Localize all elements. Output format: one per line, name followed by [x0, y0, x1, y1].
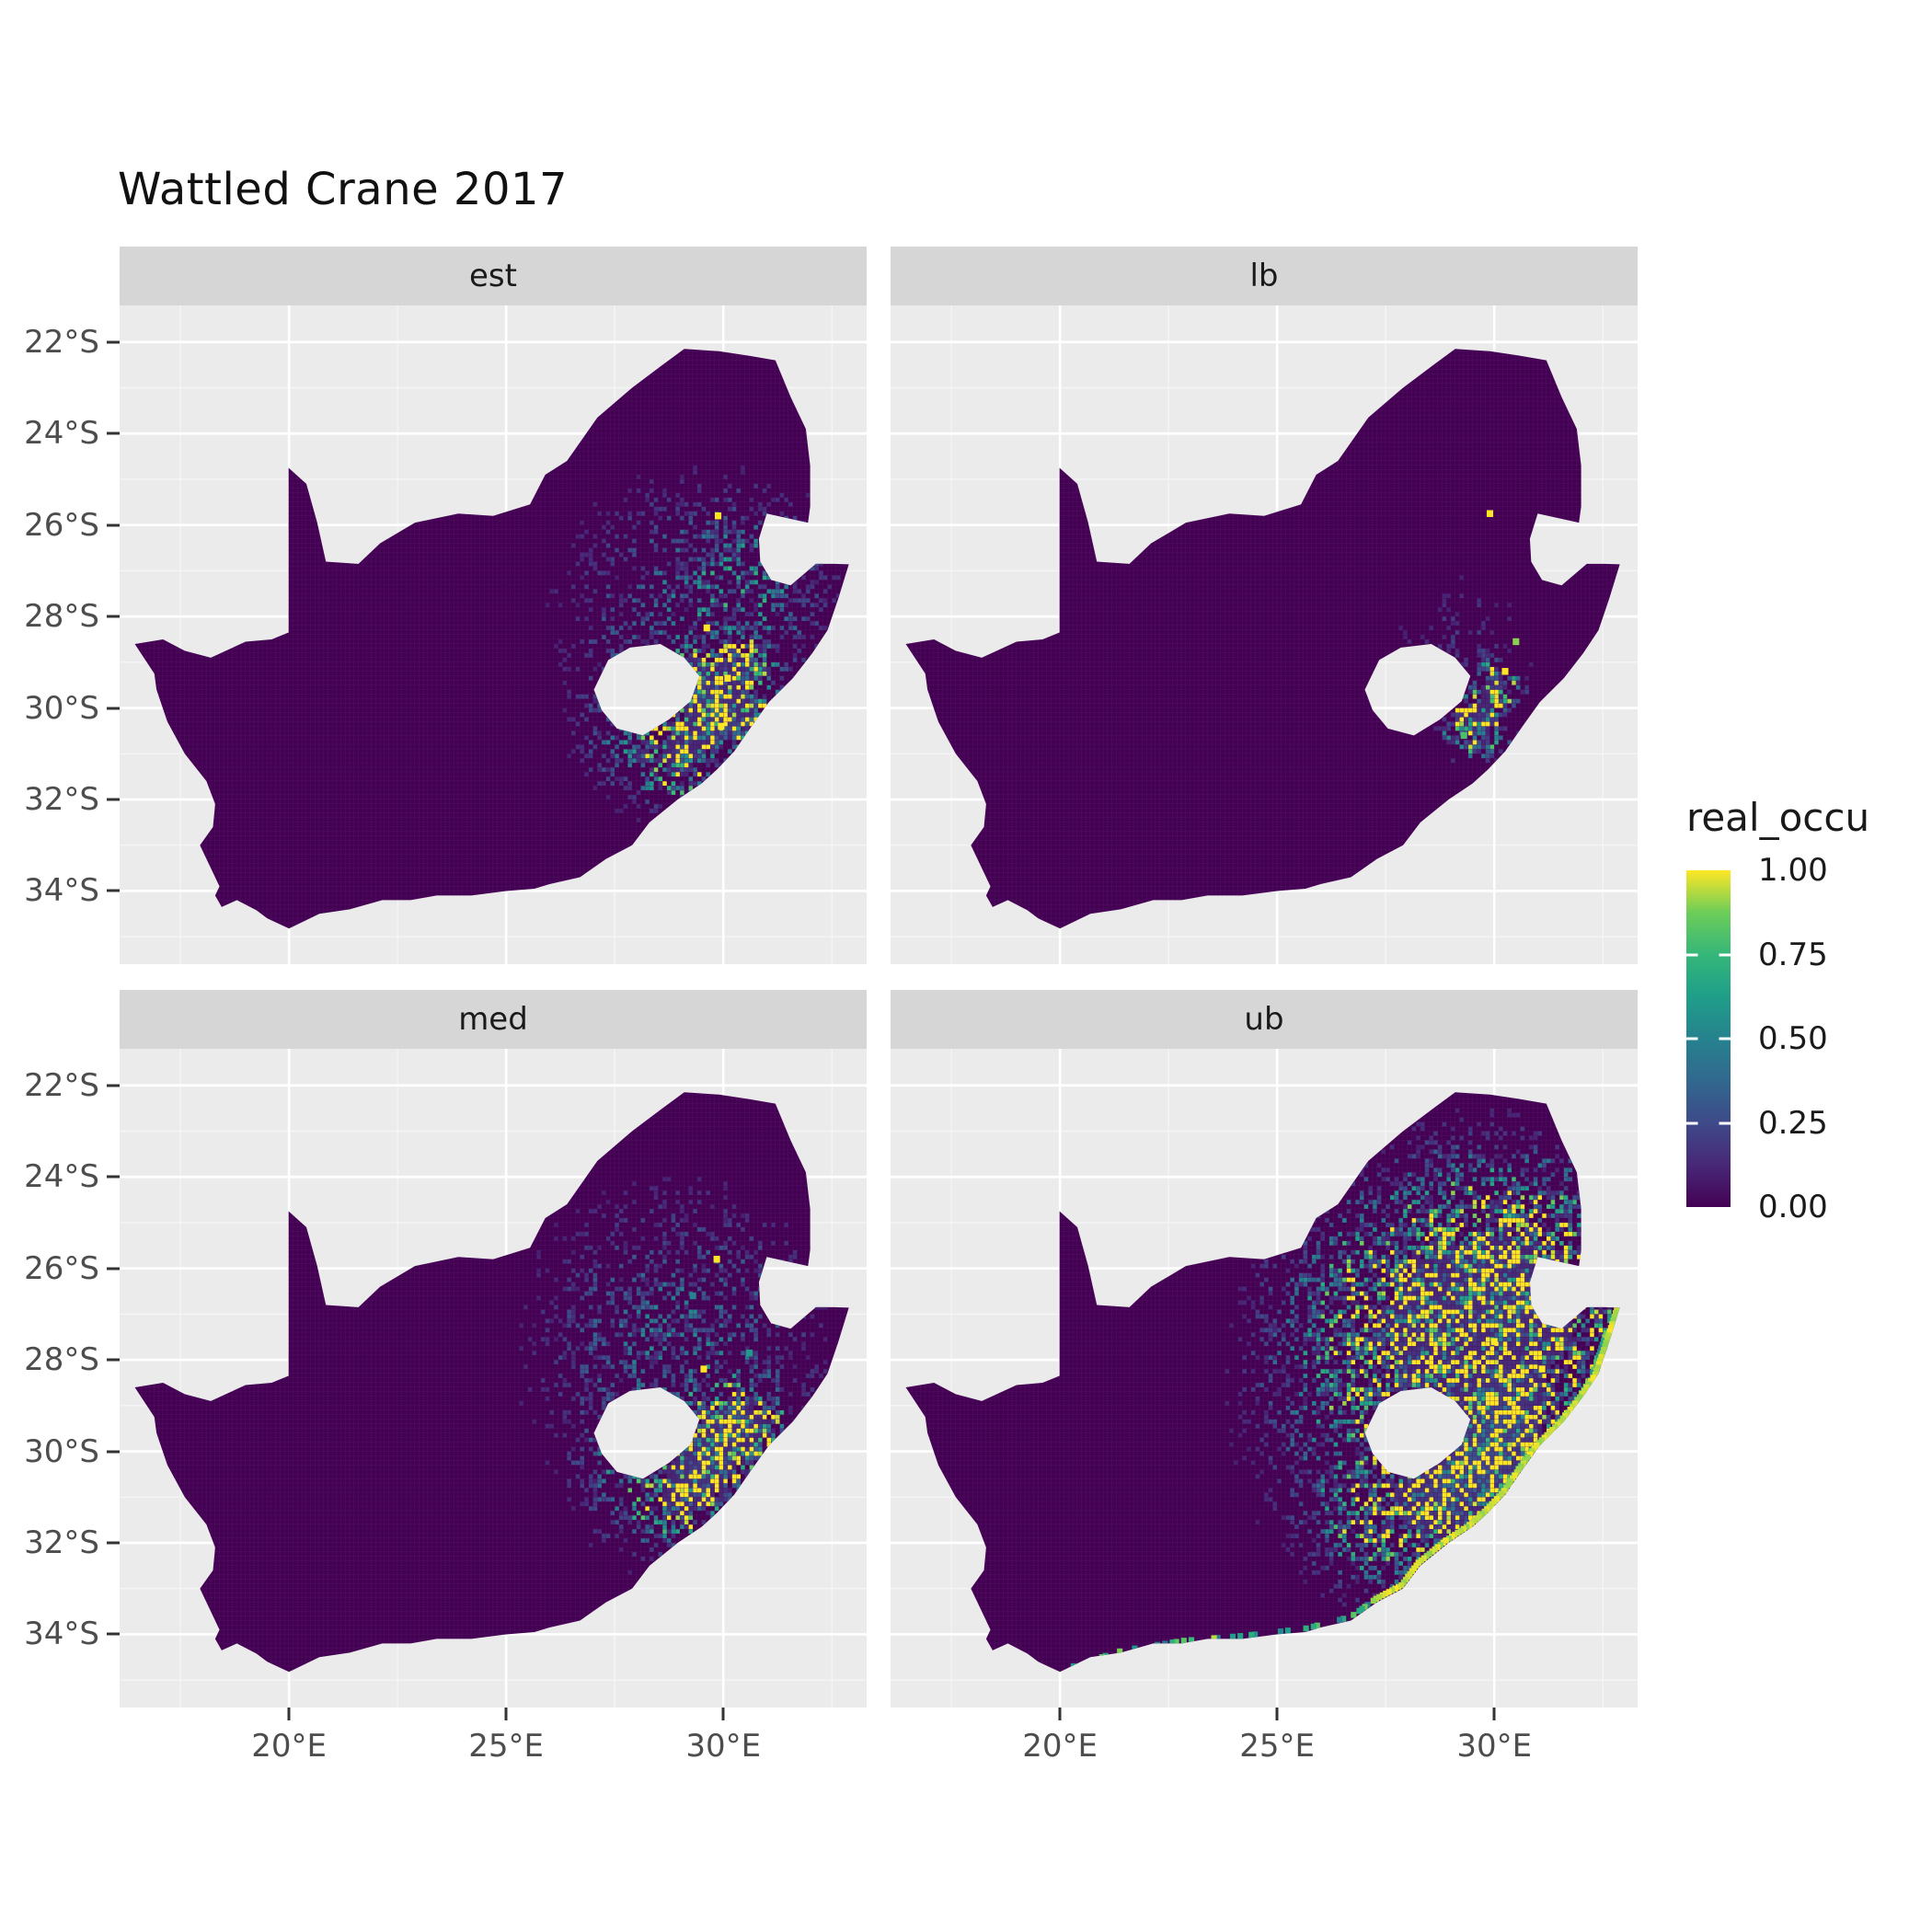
x-tick-label: 20°E [251, 1728, 327, 1765]
y-axis-row2: 22°S 24°S 26°S 28°S 30°S 32°S 34°S [0, 1049, 120, 1708]
facet-strip-label: est [469, 258, 517, 294]
legend-tick-label: 0.75 [1758, 936, 1828, 973]
y-tick-mark [107, 340, 120, 344]
x-tick-mark [721, 1708, 725, 1720]
y-tick-mark [107, 431, 120, 435]
y-tick-label: 30°S [24, 689, 99, 727]
x-tick-mark [287, 1708, 291, 1720]
legend-tick-label: 0.50 [1758, 1020, 1828, 1057]
facet-strip-label: ub [1244, 1001, 1284, 1038]
y-tick-mark [107, 798, 120, 801]
map-svg-ub [891, 1049, 1638, 1708]
facet-strip-label: lb [1249, 258, 1279, 294]
y-tick-mark [107, 1358, 120, 1362]
x-axis-col2: 20°E 25°E 30°E [891, 1708, 1638, 1766]
y-tick-label: 24°S [24, 415, 99, 453]
y-tick-label: 32°S [24, 1524, 99, 1561]
facet-strip-med: med [120, 990, 867, 1049]
map-svg-est [120, 305, 867, 964]
legend-tick-label: 1.00 [1758, 852, 1828, 889]
legend-tick-label: 0.00 [1758, 1189, 1828, 1225]
y-tick-label: 26°S [24, 506, 99, 544]
y-tick-label: 32°S [24, 781, 99, 818]
y-tick-mark [107, 1267, 120, 1271]
map-svg-med [120, 1049, 867, 1708]
legend: real_occu 1.00 0.75 0.50 0.25 0.00 [1686, 795, 1927, 1288]
map-panel-lb [891, 305, 1638, 964]
facet-strip-ub: ub [891, 990, 1638, 1049]
y-tick-label: 24°S [24, 1158, 99, 1196]
y-tick-mark [107, 1450, 120, 1454]
x-tick-label: 20°E [1022, 1728, 1098, 1765]
legend-tick-mark [1686, 1037, 1731, 1041]
legend-title: real_occu [1686, 795, 1870, 840]
x-tick-label: 25°E [1239, 1728, 1316, 1765]
plot-title: Wattled Crane 2017 [118, 164, 569, 215]
x-tick-label: 30°E [1456, 1728, 1533, 1765]
x-tick-mark [1275, 1708, 1279, 1720]
x-tick-mark [1492, 1708, 1496, 1720]
y-tick-mark [107, 1541, 120, 1545]
legend-colorbar [1686, 870, 1731, 1207]
x-tick-mark [1058, 1708, 1062, 1720]
y-tick-mark [107, 1175, 120, 1179]
map-panel-ub [891, 1049, 1638, 1708]
y-tick-mark [107, 1632, 120, 1636]
y-tick-label: 34°S [24, 1616, 99, 1653]
y-axis-row1: 22°S 24°S 26°S 28°S 30°S 32°S 34°S [0, 305, 120, 964]
legend-tick-mark [1686, 953, 1731, 956]
y-tick-mark [107, 523, 120, 527]
y-tick-mark [107, 615, 120, 618]
y-tick-label: 22°S [24, 323, 99, 361]
y-tick-mark [107, 1084, 120, 1087]
y-tick-label: 26°S [24, 1249, 99, 1287]
legend-tick-mark [1686, 1121, 1731, 1124]
facet-strip-est: est [120, 247, 867, 305]
y-tick-label: 22°S [24, 1066, 99, 1104]
x-axis-col1: 20°E 25°E 30°E [120, 1708, 867, 1766]
y-tick-mark [107, 707, 120, 710]
map-panel-est [120, 305, 867, 964]
facet-strip-lb: lb [891, 247, 1638, 305]
y-tick-label: 28°S [24, 598, 99, 636]
map-svg-lb [891, 305, 1638, 964]
y-tick-mark [107, 889, 120, 892]
y-tick-label: 30°S [24, 1432, 99, 1470]
x-tick-label: 30°E [685, 1728, 762, 1765]
legend-tick-label: 0.25 [1758, 1104, 1828, 1142]
x-tick-label: 25°E [468, 1728, 545, 1765]
map-panel-med [120, 1049, 867, 1708]
y-tick-label: 34°S [24, 872, 99, 910]
y-tick-label: 28°S [24, 1341, 99, 1379]
x-tick-mark [504, 1708, 508, 1720]
facet-strip-label: med [458, 1001, 528, 1038]
